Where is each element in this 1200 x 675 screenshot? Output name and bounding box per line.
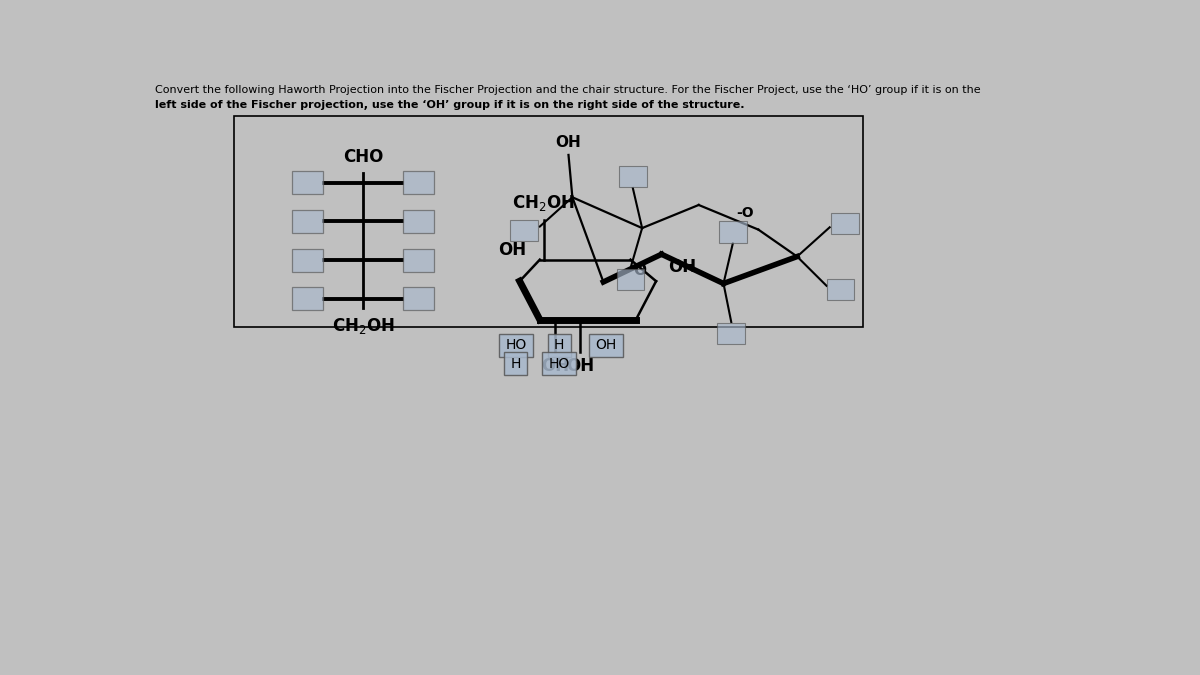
- FancyBboxPatch shape: [832, 213, 859, 234]
- FancyBboxPatch shape: [547, 333, 571, 356]
- FancyBboxPatch shape: [718, 323, 745, 344]
- FancyBboxPatch shape: [403, 248, 434, 272]
- Text: OH: OH: [556, 135, 581, 151]
- FancyBboxPatch shape: [292, 210, 323, 233]
- Text: Convert the following Haworth Projection into the Fischer Projection and the cha: Convert the following Haworth Projection…: [156, 85, 982, 95]
- Text: CH$_2$OH: CH$_2$OH: [512, 194, 575, 213]
- Text: OH: OH: [595, 338, 617, 352]
- Text: CHO: CHO: [343, 148, 383, 165]
- Text: CH$_2$OH: CH$_2$OH: [331, 316, 395, 336]
- FancyBboxPatch shape: [542, 352, 576, 375]
- Text: O: O: [634, 263, 647, 278]
- Text: left side of the Fischer projection, use the ‘OH’ group if it is on the right si: left side of the Fischer projection, use…: [156, 101, 745, 110]
- FancyBboxPatch shape: [827, 279, 854, 300]
- Text: H: H: [554, 338, 564, 352]
- Text: HO: HO: [505, 338, 527, 352]
- FancyBboxPatch shape: [292, 288, 323, 311]
- FancyBboxPatch shape: [619, 165, 647, 187]
- Text: -O: -O: [737, 207, 754, 221]
- Text: OH: OH: [541, 356, 569, 375]
- FancyBboxPatch shape: [589, 333, 623, 356]
- Text: OH: OH: [667, 259, 696, 276]
- FancyBboxPatch shape: [403, 171, 434, 194]
- FancyBboxPatch shape: [617, 269, 644, 290]
- FancyBboxPatch shape: [292, 171, 323, 194]
- FancyBboxPatch shape: [403, 210, 434, 233]
- FancyBboxPatch shape: [403, 288, 434, 311]
- Bar: [234, 115, 863, 327]
- Text: OH: OH: [498, 242, 526, 259]
- FancyBboxPatch shape: [504, 352, 528, 375]
- Text: HO: HO: [548, 356, 570, 371]
- FancyBboxPatch shape: [719, 221, 746, 243]
- Text: H: H: [511, 356, 521, 371]
- FancyBboxPatch shape: [292, 248, 323, 272]
- FancyBboxPatch shape: [499, 333, 533, 356]
- Text: OH: OH: [566, 356, 594, 375]
- FancyBboxPatch shape: [510, 219, 539, 241]
